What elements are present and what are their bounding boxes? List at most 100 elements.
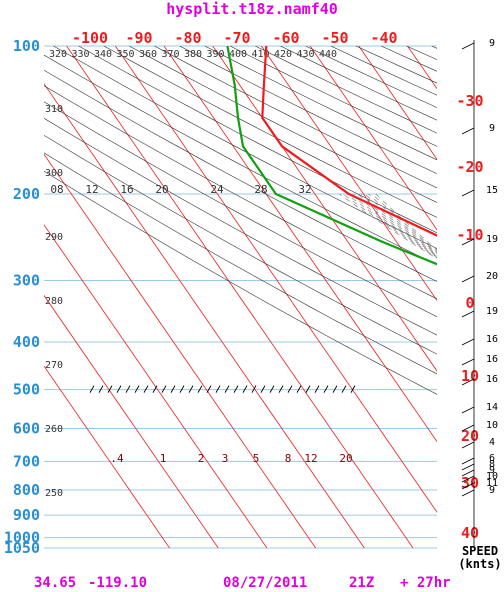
wind-speed-label: 19 (486, 234, 498, 245)
isobar-lines (44, 45, 437, 549)
dry-adiabat-line (355, 46, 437, 84)
wind-barb (461, 310, 475, 318)
dry-adiabat-line (44, 85, 437, 300)
footer-hour: 21Z (349, 575, 374, 591)
dashed-level-tick (161, 385, 167, 393)
wind-speed-label: 19 (486, 306, 498, 317)
potential-temperature-label: 370 (161, 49, 179, 60)
wind-barb (461, 457, 475, 465)
potential-temperature-label: 340 (94, 49, 112, 60)
dry-adiabat-lines (44, 46, 437, 395)
wind-speed-label: 9 (489, 38, 495, 49)
isotherm-line (261, 46, 437, 302)
footer-lat: 34.65 (34, 575, 76, 591)
footer-forecast: + 27hr (400, 575, 451, 591)
dashed-level-tick (323, 385, 329, 393)
mixing-ratio-label: 1 (160, 452, 167, 465)
dashed-level-tick (224, 385, 230, 393)
isotherm-line (163, 46, 437, 443)
footer-lon: -119.10 (88, 575, 147, 591)
dewpoint-line (226, 46, 437, 266)
moist-adiabat-line (360, 193, 437, 255)
pressure-label: 200 (13, 185, 40, 203)
potential-temperature-label: 380 (184, 49, 202, 60)
potential-temperature-labels: 320 330 340 350 360 370 380 390 400 410 420 430 4403… (45, 49, 337, 499)
isotherm-line (358, 46, 437, 160)
dry-adiabat-line (44, 117, 437, 336)
mixing-ratio-label: 5 (253, 452, 260, 465)
dry-adiabat-line (44, 101, 437, 318)
mixing-ratio-label: 20 (155, 183, 168, 196)
dry-adiabat-line (179, 46, 437, 175)
wind-barb (461, 338, 475, 346)
mixing-ratio-labels: 08 12 16 20 24 28 32.4 1 2 3 5 8 12 20 (50, 183, 352, 465)
mixing-ratio-label: 8 (285, 452, 292, 465)
speed-units: (knts) (458, 557, 501, 571)
mixing-ratio-label: 32 (298, 183, 311, 196)
pressure-label: 700 (13, 452, 40, 470)
dry-adiabat-line (53, 46, 437, 249)
dashed-level-tick (233, 385, 239, 393)
mixing-ratio-label: 28 (254, 183, 267, 196)
pressure-label: 1050 (4, 539, 40, 557)
wind-speed-label: 6 (489, 453, 495, 464)
potential-temperature-label: 440 (319, 49, 337, 60)
dashed-level-tick (350, 385, 356, 393)
potential-temperature-label: 270 (45, 360, 63, 371)
pressure-label: 800 (13, 481, 40, 499)
temperature-label: -70 (223, 29, 250, 47)
wind-barb (461, 127, 475, 135)
dashed-level-tick (98, 385, 104, 393)
isotherm-lines (44, 46, 437, 548)
mixing-ratio-label: 12 (85, 183, 98, 196)
wind-barb (461, 42, 475, 50)
potential-temperature-label: 350 (116, 49, 134, 60)
footer-date: 08/27/2011 (223, 575, 307, 591)
temperature-label: -50 (321, 29, 348, 47)
dashed-level-tick (287, 385, 293, 393)
dashed-level-tick (170, 385, 176, 393)
sounding-series (226, 46, 437, 266)
wind-speed-label: 9 (489, 123, 495, 134)
dry-adiabat-line (204, 46, 437, 161)
wind-barb (461, 441, 475, 449)
footer: 34.65 -119.10 08/27/2011 21Z + 27hr (34, 575, 451, 591)
potential-temperature-label: 310 (45, 104, 63, 115)
dry-adiabat-line (103, 46, 437, 218)
speed-header: SPEED (462, 544, 498, 558)
temperature-label: -10 (456, 226, 483, 244)
pressure-label: 600 (13, 420, 40, 438)
pressure-label: 500 (13, 381, 40, 399)
dashed-level-tick (296, 385, 302, 393)
potential-temperature-label: 260 (45, 424, 63, 435)
dashed-level-tick (179, 385, 185, 393)
mixing-ratio-label: 20 (339, 452, 352, 465)
dashed-level-tick (260, 385, 266, 393)
wind-speed-label: 14 (486, 402, 498, 413)
moist-adiabat-line (349, 193, 437, 258)
dashed-level-tick (188, 385, 194, 393)
mixing-ratio-label: 3 (222, 452, 229, 465)
isotherm-line (44, 365, 170, 548)
wind-barb (461, 482, 475, 490)
wind-barb (461, 406, 475, 414)
dry-adiabat-line (44, 69, 437, 282)
isotherm-line (309, 46, 437, 231)
dry-adiabat-line (129, 46, 437, 203)
dashed-level-tick (332, 385, 338, 393)
dashed-level-tick (206, 385, 212, 393)
wind-speed-label: 20 (486, 271, 498, 282)
dashed-500mb-line (89, 385, 356, 393)
temperature-label: -100 (72, 29, 108, 47)
moist-adiabat-lines (338, 193, 437, 260)
dry-adiabat-line (44, 134, 437, 355)
dashed-level-tick (305, 385, 311, 393)
wind-speed-label: 16 (486, 374, 498, 385)
chart-title: hysplit.t18z.namf40 (166, 0, 338, 18)
mixing-ratio-label: .4 (110, 452, 124, 465)
wind-barb (461, 238, 475, 246)
pressure-label: 900 (13, 506, 40, 524)
